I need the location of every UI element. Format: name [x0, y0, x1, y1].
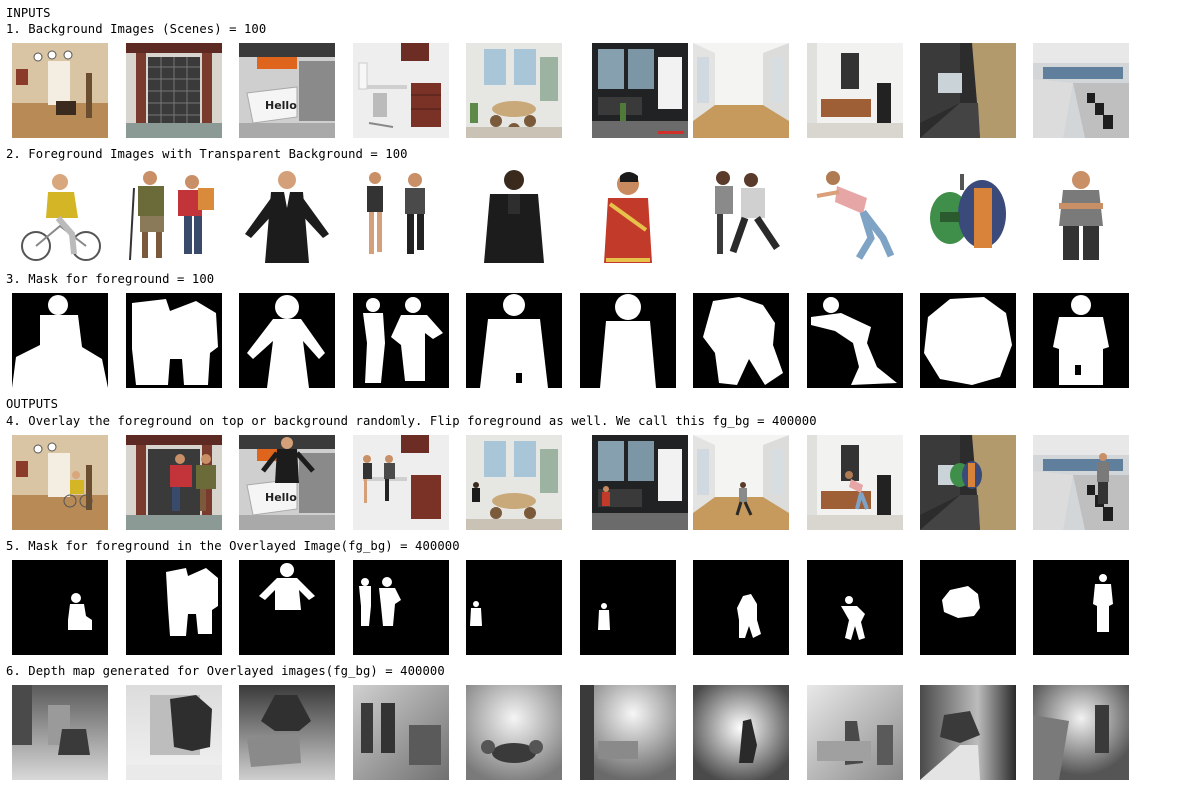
foreground-images-heading: 2. Foreground Images with Transparent Ba…: [6, 147, 408, 161]
foreground-image: [920, 168, 1016, 263]
overlay-image: [466, 435, 562, 530]
foreground-image: [693, 168, 789, 263]
hello-sign-text: Hello: [265, 491, 297, 504]
overlay-image: [1033, 435, 1129, 530]
background-image: [807, 43, 903, 138]
background-image: [592, 43, 688, 138]
overlay-image: [353, 435, 449, 530]
overlay-image: [807, 435, 903, 530]
foreground-mask: [12, 293, 108, 388]
background-image: [1033, 43, 1129, 138]
background-image: Hello: [239, 43, 335, 138]
background-image: [353, 43, 449, 138]
overlay-mask: [466, 560, 562, 655]
inputs-heading: INPUTS: [6, 6, 51, 20]
overlay-mask: [920, 560, 1016, 655]
depth-map-row: [0, 685, 1180, 780]
foreground-mask: [239, 293, 335, 388]
foreground-mask-heading: 3. Mask for foreground = 100: [6, 272, 215, 286]
overlay-mask: [693, 560, 789, 655]
foreground-image: [1033, 168, 1129, 263]
overlay-image: [920, 435, 1016, 530]
depth-map: [807, 685, 903, 780]
overlay-mask: [807, 560, 903, 655]
background-image: [693, 43, 789, 138]
depth-map: [126, 685, 222, 780]
background-images-row: Hello: [0, 43, 1180, 138]
overlay-images-row: Hello: [0, 435, 1180, 530]
depth-map: [580, 685, 676, 780]
overlay-mask: [1033, 560, 1129, 655]
overlay-image: [592, 435, 688, 530]
overlay-mask: [353, 560, 449, 655]
foreground-mask: [807, 293, 903, 388]
background-image: [126, 43, 222, 138]
depth-map: [353, 685, 449, 780]
foreground-mask: [693, 293, 789, 388]
overlay-mask: [580, 560, 676, 655]
outputs-heading: OUTPUTS: [6, 397, 59, 411]
foreground-mask: [580, 293, 676, 388]
depth-map: [1033, 685, 1129, 780]
background-images-heading: 1. Background Images (Scenes) = 100: [6, 22, 267, 36]
depth-map: [239, 685, 335, 780]
foreground-mask: [920, 293, 1016, 388]
overlay-image: Hello: [239, 435, 335, 530]
background-image: [920, 43, 1016, 138]
overlay-mask: [126, 560, 222, 655]
foreground-image: [466, 168, 562, 263]
background-image: [12, 43, 108, 138]
overlay-image: [126, 435, 222, 530]
foreground-mask-row: [0, 293, 1180, 388]
depth-map-heading: 6. Depth map generated for Overlayed ima…: [6, 664, 445, 678]
depth-map: [12, 685, 108, 780]
hello-sign-text: Hello: [265, 99, 297, 112]
foreground-mask: [126, 293, 222, 388]
foreground-image: [807, 168, 903, 263]
overlay-image: [12, 435, 108, 530]
overlay-mask: [239, 560, 335, 655]
overlay-mask-row: [0, 560, 1180, 655]
depth-map: [466, 685, 562, 780]
overlay-heading: 4. Overlay the foreground on top or back…: [6, 414, 817, 428]
foreground-images-row: [0, 168, 1180, 263]
foreground-image: [12, 168, 108, 263]
overlay-mask: [12, 560, 108, 655]
foreground-mask: [353, 293, 449, 388]
depth-map: [920, 685, 1016, 780]
foreground-image: [239, 168, 335, 263]
foreground-image: [126, 168, 222, 263]
overlay-mask-heading: 5. Mask for foreground in the Overlayed …: [6, 539, 460, 553]
foreground-image: [580, 168, 676, 263]
background-image: [466, 43, 562, 138]
foreground-mask: [466, 293, 562, 388]
foreground-image: [353, 168, 449, 263]
foreground-mask: [1033, 293, 1129, 388]
overlay-image: [693, 435, 789, 530]
depth-map: [693, 685, 789, 780]
